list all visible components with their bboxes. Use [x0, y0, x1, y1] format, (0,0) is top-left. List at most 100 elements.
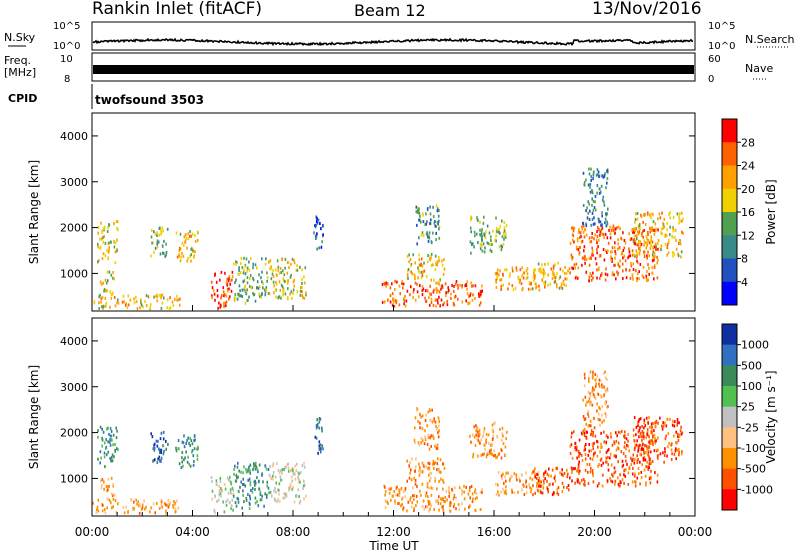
heatmap-cell [403, 299, 406, 302]
heatmap-cell [536, 482, 538, 485]
heatmap-cell [643, 468, 646, 472]
heatmap-cell [674, 449, 677, 453]
heatmap-cell [623, 473, 625, 477]
heatmap-cell [111, 455, 113, 459]
heatmap-cell [423, 507, 426, 511]
heatmap-cell [143, 499, 145, 503]
heatmap-cell [185, 442, 187, 445]
heatmap-cell [657, 228, 659, 232]
heatmap-cell [536, 488, 539, 492]
heatmap-cell [441, 259, 443, 263]
heatmap-cell [502, 273, 504, 277]
heatmap-cell [625, 276, 628, 280]
heatmap-cell [621, 251, 623, 255]
heatmap-cell [419, 426, 421, 430]
heatmap-cell [547, 474, 550, 478]
heatmap-cell [433, 419, 435, 423]
heatmap-cell [603, 430, 605, 434]
heatmap-cell [238, 490, 240, 494]
heatmap-cell [598, 238, 600, 242]
heatmap-cell [583, 372, 586, 376]
heatmap-cell [239, 485, 241, 489]
heatmap-cell [223, 304, 225, 308]
heatmap-cell [552, 266, 555, 270]
heatmap-cell [316, 247, 318, 251]
heatmap-cell [303, 497, 305, 501]
heatmap-cell [643, 255, 646, 259]
heatmap-cell [562, 279, 565, 283]
heatmap-cell [597, 245, 599, 249]
heatmap-cell [102, 304, 105, 308]
heatmap-cell [240, 262, 242, 265]
heatmap-cell [537, 471, 540, 475]
heatmap-cell [646, 254, 648, 258]
heatmap-cell [611, 472, 613, 476]
heatmap-cell [516, 268, 518, 272]
heatmap-cell [296, 268, 299, 272]
heatmap-cell [496, 435, 499, 439]
heatmap-cell [500, 248, 503, 252]
heatmap-cell [525, 481, 527, 485]
heatmap-cell [675, 247, 678, 251]
heatmap-cell [603, 394, 605, 398]
heatmap-cell [221, 489, 223, 493]
heatmap-cell [613, 263, 615, 267]
heatmap-cell [570, 253, 573, 257]
heatmap-cell [632, 230, 634, 234]
heatmap-cell [259, 285, 261, 289]
heatmap-cell [250, 286, 253, 290]
heatmap-cell [643, 426, 645, 430]
heatmap-cell [438, 424, 440, 428]
heatmap-cell [178, 298, 180, 302]
heatmap-cell [593, 216, 595, 220]
heatmap-cell [586, 206, 588, 210]
heatmap-cell [432, 459, 435, 463]
heatmap-cell [579, 231, 582, 235]
heatmap-cell [631, 459, 633, 463]
heatmap-cell [408, 260, 410, 264]
heatmap-cell [647, 211, 649, 215]
heatmap-cell [101, 509, 104, 513]
heatmap-cell [607, 456, 609, 459]
heatmap-cell [243, 279, 246, 283]
heatmap-cell [296, 290, 299, 294]
heatmap-cell [457, 286, 459, 290]
heatmap-cell [481, 490, 483, 494]
heatmap-cell [439, 458, 442, 462]
heatmap-cell [261, 280, 263, 284]
heatmap-cell [599, 450, 601, 454]
heatmap-cell [216, 289, 219, 292]
heatmap-cell [637, 232, 640, 236]
cpid-label: CPID [8, 92, 37, 105]
heatmap-cell [262, 286, 264, 290]
heatmap-cell [153, 448, 156, 452]
heatmap-cell [421, 427, 424, 431]
heatmap-cell [252, 276, 254, 280]
heatmap-cell [196, 230, 199, 234]
heatmap-cell [258, 292, 260, 296]
heatmap-cell [291, 479, 293, 483]
heatmap-cell [428, 447, 431, 451]
heatmap-cell [441, 263, 444, 267]
heatmap-cell [566, 468, 568, 472]
heatmap-cell [676, 441, 678, 445]
heatmap-cell [448, 486, 450, 490]
heatmap-cell [196, 457, 199, 461]
heatmap-cell [448, 288, 450, 292]
heatmap-cell [105, 281, 108, 285]
heatmap-cell [411, 501, 413, 505]
nsky-tick-bottom: 10^0 [53, 41, 80, 52]
heatmap-cell [564, 272, 566, 276]
heatmap-cell [177, 298, 179, 302]
heatmap-cell [634, 472, 636, 476]
heatmap-cell [100, 479, 102, 483]
heatmap-cell [496, 275, 499, 279]
heatmap-cell [495, 482, 497, 486]
heatmap-cell [109, 456, 111, 460]
heatmap-cell [543, 281, 545, 285]
heatmap-cell [643, 451, 645, 455]
heatmap-cell [580, 235, 582, 239]
heatmap-cell [254, 496, 257, 500]
heatmap-cell [123, 300, 125, 304]
heatmap-cell [126, 306, 129, 310]
